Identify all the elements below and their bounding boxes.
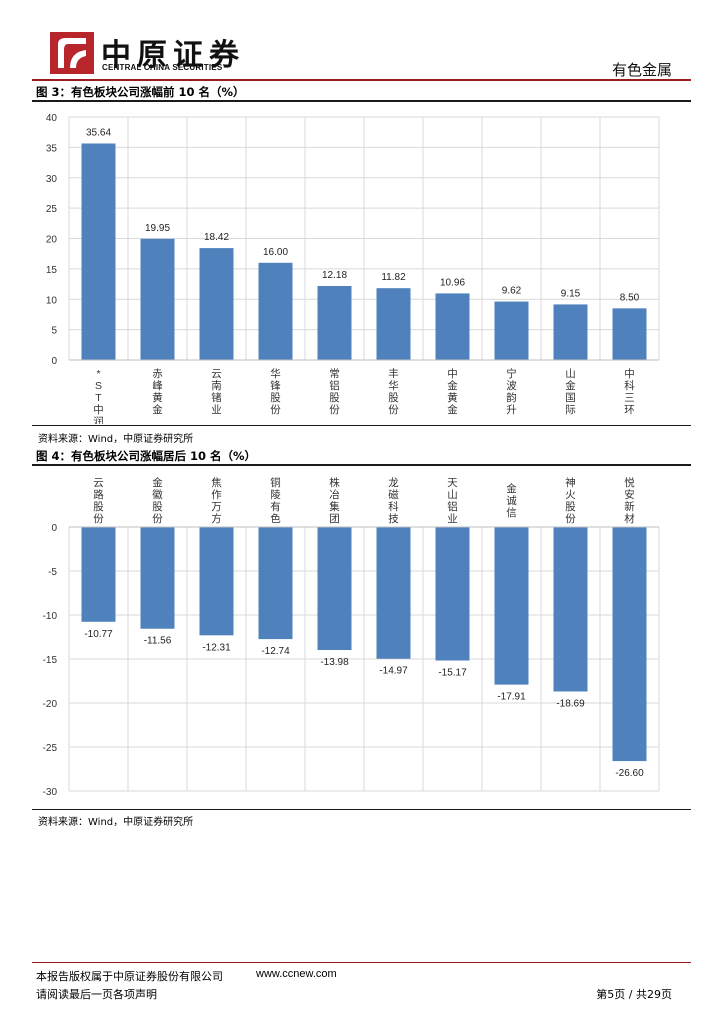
bar: [435, 527, 470, 661]
y-tick-label: -15: [43, 655, 58, 666]
company-logo-cn: 中原证券: [101, 38, 245, 73]
bar: [199, 527, 234, 636]
data-label: -13.98: [320, 657, 349, 668]
figure4-title: 图 4：有色板块公司涨幅居后 10 名（%）: [36, 449, 257, 463]
figure4-chart: 0 -5 -10 -15 -20 -25 -30 -10.77 云路股份 -11.56 金徽股份 -1…: [43, 476, 660, 798]
data-label: -18.69: [556, 698, 585, 709]
data-label: 35.64: [86, 127, 111, 138]
y-tick-label: 20: [46, 235, 58, 246]
data-label: -11.56: [144, 636, 172, 647]
figure4-source: 资料来源：Wind，中原证券研究所: [38, 817, 194, 828]
figure3-title: 图 3：有色板块公司涨幅前 10 名（%）: [36, 85, 245, 99]
data-label: -26.60: [615, 768, 644, 779]
category-label: 宁波韵升: [506, 367, 517, 416]
bar: [140, 527, 175, 629]
footer-page-number: 第5页 / 共29页: [596, 988, 672, 1001]
category-label: 中科三环: [624, 367, 635, 416]
bar: [140, 238, 175, 360]
y-tick-label: 35: [46, 143, 58, 154]
y-tick-label: 40: [46, 113, 58, 124]
category-label: 神火股份: [565, 476, 576, 525]
category-label: 赤峰黄金: [152, 368, 163, 416]
category-label: 焦作万方: [211, 476, 222, 525]
data-label: 18.42: [204, 232, 229, 243]
bar: [258, 262, 293, 360]
bar: [81, 527, 116, 622]
bar: [317, 286, 352, 360]
y-tick-label: 10: [46, 295, 58, 306]
y-tick-label: 0: [51, 356, 57, 367]
y-tick-label: 5: [51, 326, 57, 337]
category-label: 悦安新材: [624, 476, 635, 525]
category-label: 株冶集团: [329, 476, 340, 525]
category-label: 中金黄金: [447, 367, 458, 416]
y-tick-label: 15: [46, 265, 58, 276]
y-tick-label: -5: [48, 567, 57, 578]
category-label: 丰华股份: [388, 367, 399, 416]
footer-rule: [32, 962, 691, 963]
data-label: 16.00: [263, 247, 288, 258]
data-label: -10.77: [84, 629, 113, 640]
data-label: 12.18: [322, 270, 347, 281]
data-label: 10.96: [440, 277, 465, 288]
section-label: 有色金属: [611, 61, 672, 79]
category-label: 金徽股份: [152, 476, 163, 525]
data-label: -17.91: [497, 692, 526, 703]
header-rule: [32, 79, 691, 81]
category-label: 铜陵有色: [270, 477, 281, 525]
figure4-bottom-rule: [32, 809, 691, 810]
data-label: 19.95: [145, 223, 170, 234]
bar: [494, 301, 529, 360]
category-label: 龙磁科技: [388, 476, 399, 525]
data-label: -15.17: [438, 667, 467, 678]
bar: [553, 304, 588, 360]
data-label: 11.82: [381, 272, 406, 283]
data-label: 9.15: [561, 288, 581, 299]
figure3-bottom-rule: [32, 425, 691, 426]
bar: [376, 288, 411, 360]
y-tick-label: -10: [43, 611, 58, 622]
data-label: -14.97: [379, 666, 408, 677]
footer-copyright: 本报告版权属于中原证券股份有限公司: [36, 970, 223, 983]
bar: [199, 248, 234, 360]
bar: [612, 308, 647, 360]
footer-website-link[interactable]: www.ccnew.com: [256, 968, 337, 980]
y-tick-label: -30: [43, 787, 58, 798]
category-label: 天山铝业: [447, 477, 458, 525]
data-label: 9.62: [502, 286, 522, 297]
figure4-top-rule: [32, 464, 691, 466]
data-label: -12.31: [202, 642, 231, 653]
category-label: 山金国际: [565, 368, 576, 416]
data-label: -12.74: [261, 646, 290, 657]
category-label: 常铝股份: [329, 367, 340, 416]
bar: [258, 527, 293, 640]
bar: [435, 293, 470, 360]
bar: [612, 527, 647, 762]
category-label: 云南锗业: [211, 368, 222, 416]
figure3-top-rule: [32, 100, 691, 102]
category-label: 云路股份: [93, 477, 104, 525]
bar: [81, 143, 116, 360]
category-label: * S T 中润: [93, 368, 104, 424]
y-tick-label: -25: [43, 743, 58, 754]
category-label: 华锋股份: [270, 367, 281, 416]
y-tick-label: 25: [46, 204, 58, 215]
company-logo-mark: [50, 32, 94, 74]
figure3-source: 资料来源：Wind，中原证券研究所: [38, 434, 194, 445]
category-label: 金诚信: [506, 482, 517, 519]
figure3-chart: 0 5 10 15 20 25 30 35 40 35.64 * S T 中润 19.95 赤峰黄金 18.42…: [46, 113, 660, 424]
data-label: 8.50: [620, 292, 640, 303]
bar: [494, 527, 529, 685]
bar: [317, 527, 352, 651]
y-tick-label: 0: [51, 523, 57, 534]
y-tick-label: -20: [43, 699, 58, 710]
footer-disclaimer: 请阅读最后一页各项声明: [36, 988, 157, 1001]
bar: [553, 527, 588, 692]
y-tick-label: 30: [46, 174, 58, 185]
company-logo-en: CENTRAL CHINA SECURITIES: [102, 63, 223, 72]
bar: [376, 527, 411, 659]
